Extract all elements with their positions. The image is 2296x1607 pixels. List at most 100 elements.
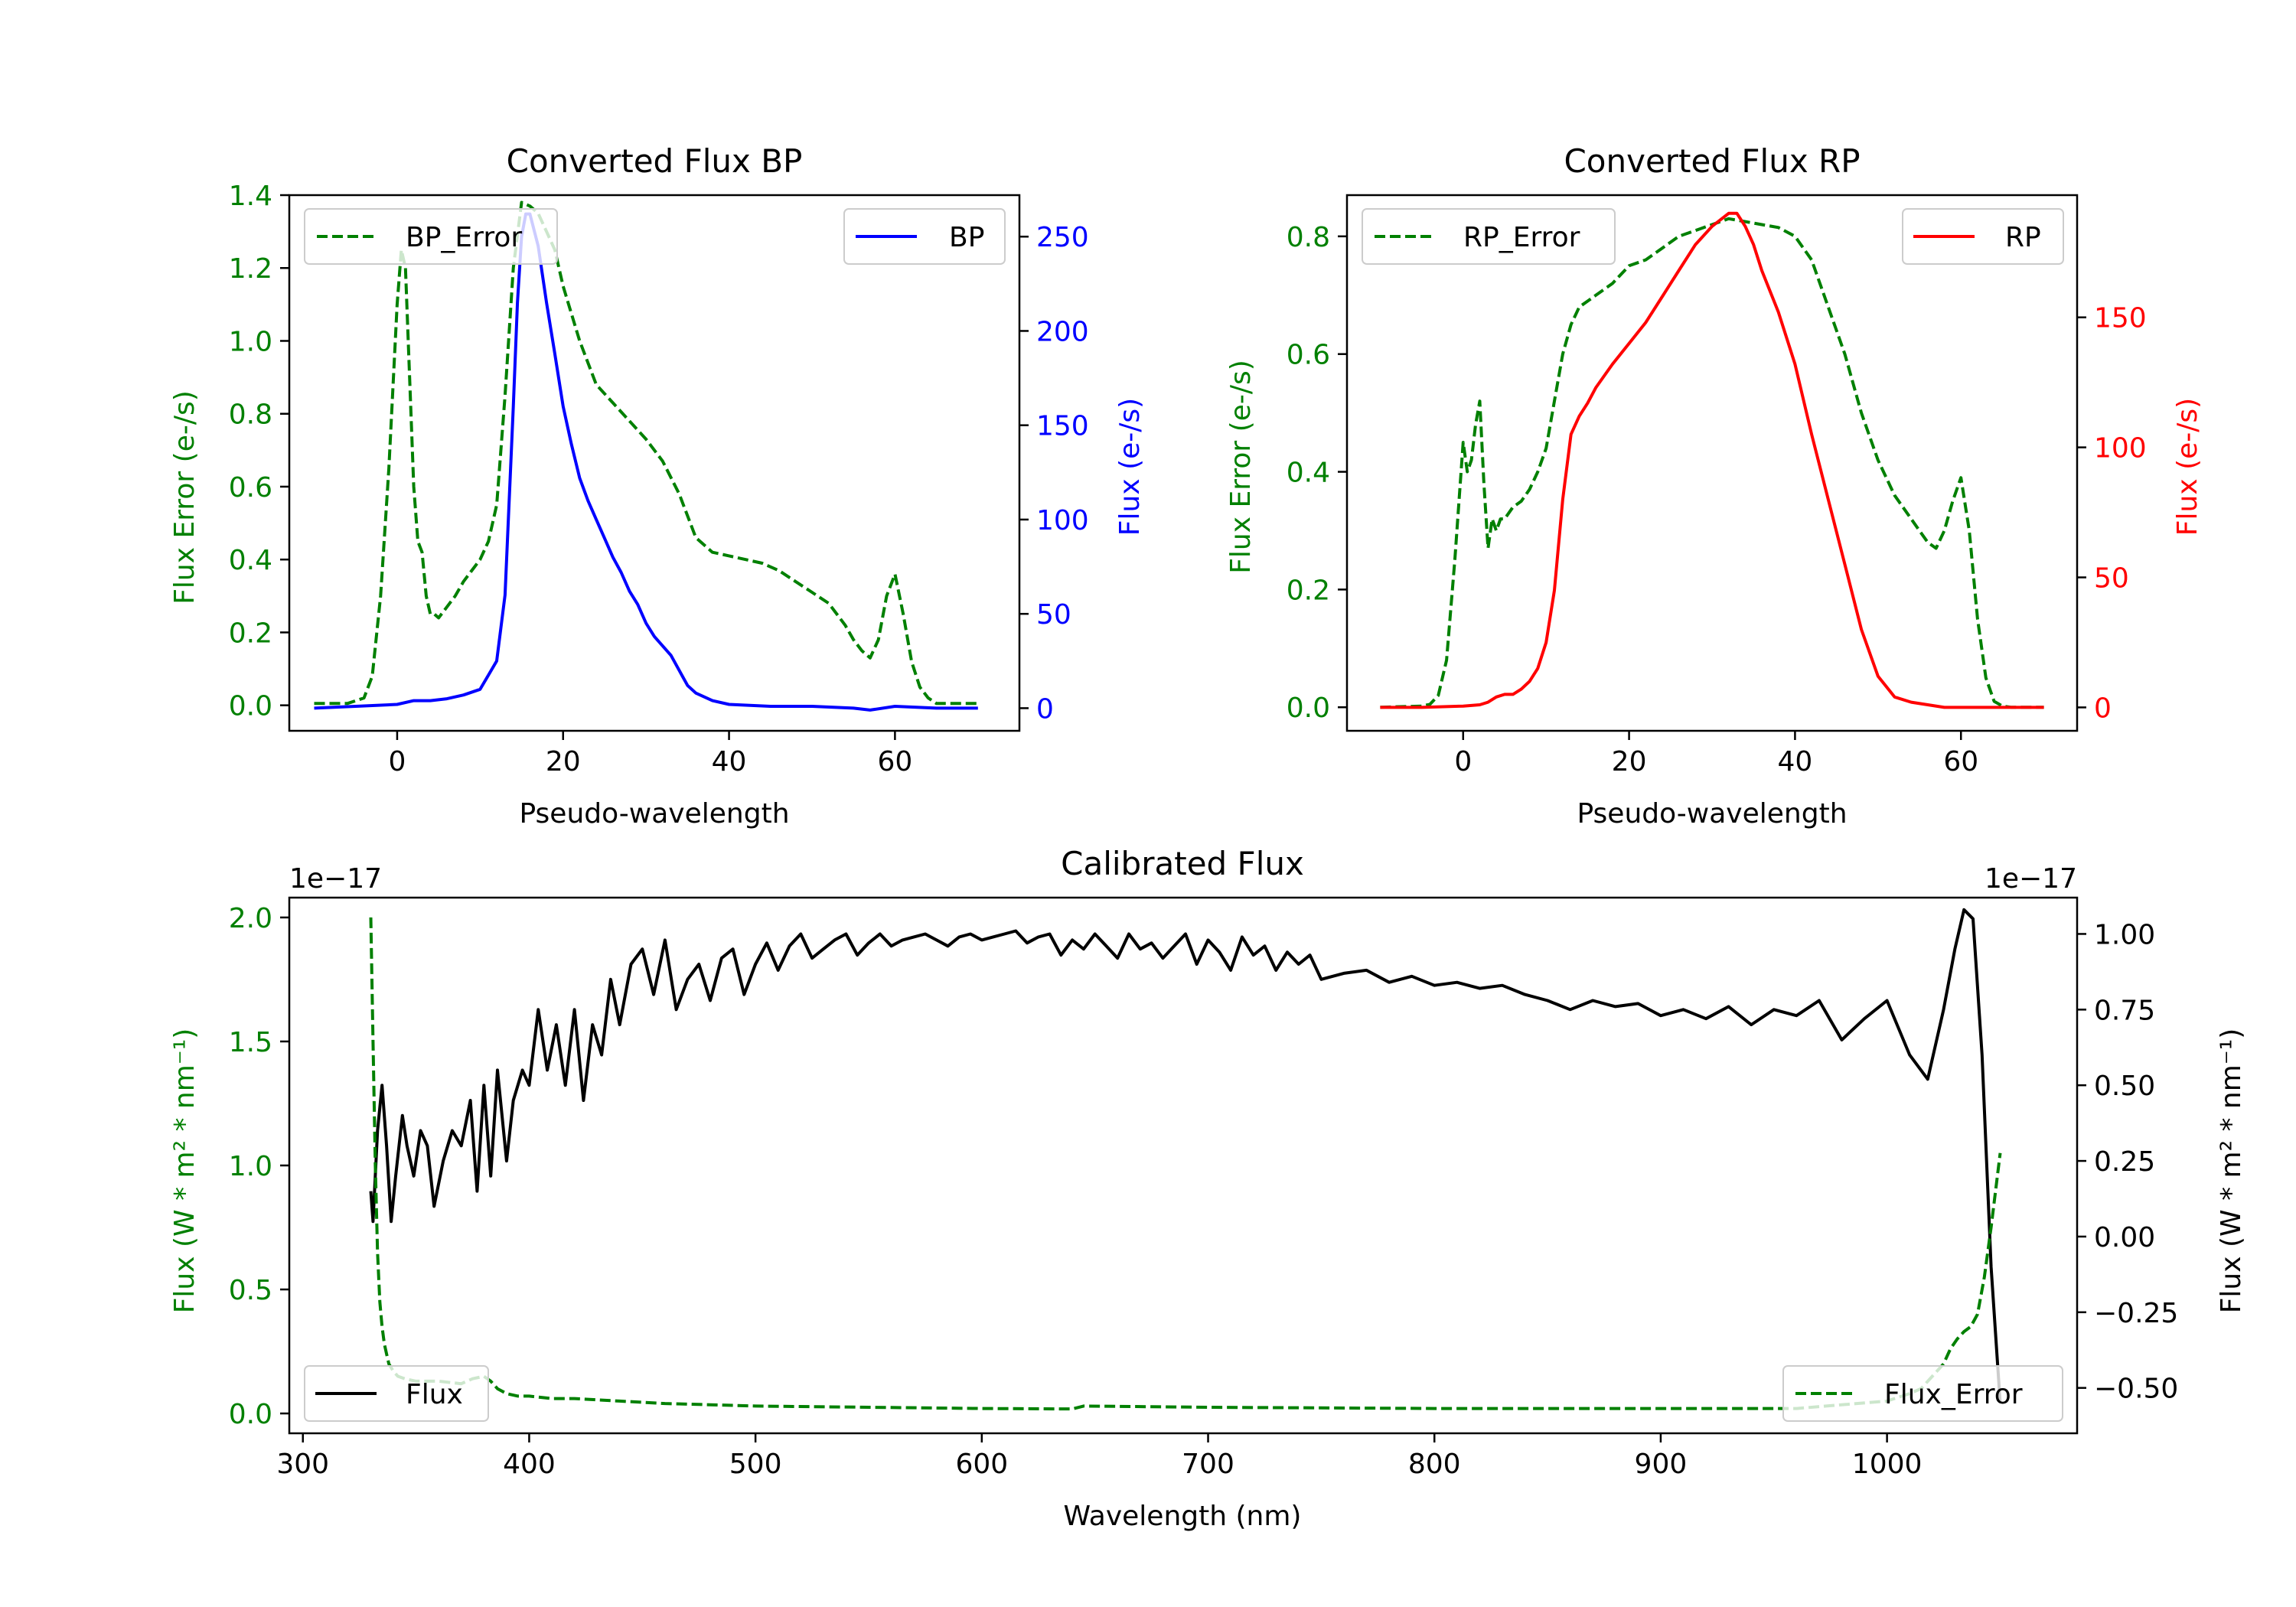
calibrated-left-offset-label: 1e−17 — [289, 863, 382, 895]
bp-bp-series-line — [314, 212, 978, 712]
bp-x-tick-label: 60 — [877, 746, 912, 777]
bp-left-y-tick-label: 1.4 — [229, 181, 272, 212]
bp-error-legend: BP_Error — [304, 208, 558, 265]
flux-legend: Flux — [304, 1365, 489, 1422]
bp-error-legend-label: BP_Error — [406, 222, 522, 253]
calibrated-right-y-tick-label: 0.75 — [2094, 995, 2155, 1026]
bp-left-y-ticks: 0.0 0.2 0.4 0.6 0.8 1.0 1.2 1.4 — [229, 181, 289, 722]
bp-left-y-axis-label: Flux Error (e-/s) — [169, 390, 201, 605]
calibrated-right-y-tick-label: 0.25 — [2094, 1146, 2155, 1178]
flux-legend-box — [304, 1365, 489, 1422]
rp-plot-frame — [1345, 194, 2079, 732]
calibrated-x-ticks: 300 400 500 600 700 800 900 1000 — [276, 1433, 1922, 1480]
rp-x-tick-label: 40 — [1778, 746, 1813, 777]
rp-left-y-tick-label: 0.8 — [1287, 222, 1330, 253]
rp-legend-label: RP — [2005, 222, 2041, 253]
calibrated-left-y-tick-label: 0.5 — [229, 1275, 272, 1306]
calibrated-x-tick-label: 500 — [729, 1449, 782, 1480]
bp-right-y-tick-label: 100 — [1036, 505, 1089, 536]
calibrated-x-axis-label: Wavelength (nm) — [1064, 1501, 1302, 1532]
bp-right-y-tick-label: 150 — [1036, 411, 1089, 442]
calibrated-left-y-tick-label: 0.0 — [229, 1399, 272, 1430]
calibrated-x-tick-label: 1000 — [1852, 1449, 1923, 1480]
calibrated-plot-frame — [288, 896, 2079, 1435]
rp-right-y-axis-label: Flux (e-/s) — [2172, 398, 2203, 536]
calibrated-x-tick-label: 700 — [1182, 1449, 1234, 1480]
bp-legend-box — [843, 208, 1006, 265]
rp-right-y-tick-label: 100 — [2094, 433, 2147, 464]
bp-bp-error-series-line — [314, 200, 978, 706]
bp-right-y-tick-label: 200 — [1036, 316, 1089, 347]
calibrated-right-y-tick-label: 1.00 — [2094, 919, 2155, 950]
rp-right-y-ticks: 0 50 100 150 — [2077, 303, 2147, 724]
calibrated-x-tick-label: 600 — [955, 1449, 1008, 1480]
calibrated-left-y-ticks: 0.0 0.5 1.0 1.5 2.0 — [229, 903, 289, 1430]
rp-error-legend: RP_Error — [1362, 208, 1616, 265]
bp-right-y-tick-label: 0 — [1036, 693, 1054, 725]
bp-right-y-tick-label: 50 — [1036, 599, 1071, 631]
rp-x-tick-label: 0 — [1454, 746, 1472, 777]
rp-x-tick-label: 20 — [1612, 746, 1647, 777]
rp-right-y-tick-label: 150 — [2094, 303, 2147, 334]
rp-right-y-tick-label: 50 — [2094, 563, 2129, 595]
bp-right-y-axis-label: Flux (e-/s) — [1114, 398, 1146, 536]
rp-x-axis-label: Pseudo-wavelength — [1577, 798, 1847, 830]
rp-left-y-tick-label: 0.2 — [1287, 575, 1330, 606]
calibrated-x-tick-label: 400 — [503, 1449, 556, 1480]
rp-legend-box — [1902, 208, 2064, 265]
bp-title: Converted Flux BP — [507, 142, 803, 180]
rp-left-y-tick-label: 0.0 — [1287, 693, 1330, 724]
bp-plot-frame — [288, 194, 1021, 732]
flux-legend-label: Flux — [406, 1379, 463, 1410]
calibrated-right-y-tick-label: −0.25 — [2094, 1298, 2178, 1329]
bp-legend: BP — [843, 208, 1006, 265]
rp-panel: Converted Flux RP Pseudo-wavelength Flux… — [1225, 142, 2203, 830]
calibrated-right-y-ticks: −0.50 −0.25 0.00 0.25 0.50 0.75 1.00 — [2077, 919, 2178, 1405]
calibrated-x-tick-label: 800 — [1408, 1449, 1461, 1480]
flux-error-legend-label: Flux_Error — [1884, 1379, 2023, 1410]
rp-error-legend-box — [1362, 208, 1616, 265]
bp-left-y-tick-label: 0.6 — [229, 472, 272, 504]
rp-legend: RP — [1902, 208, 2064, 265]
rp-left-y-tick-label: 0.6 — [1287, 340, 1330, 371]
rp-title: Converted Flux RP — [1564, 142, 1860, 180]
calibrated-left-y-tick-label: 1.5 — [229, 1027, 272, 1058]
bp-legend-label: BP — [949, 222, 984, 253]
bp-left-y-tick-label: 0.4 — [229, 545, 272, 576]
calibrated-flux-series-line — [369, 908, 2002, 1403]
calibrated-left-y-tick-label: 2.0 — [229, 903, 272, 934]
flux-error-legend: Flux_Error — [1782, 1365, 2063, 1422]
calibrated-left-y-axis-label: Flux (W * m² * nm⁻¹) — [169, 1028, 201, 1314]
rp-rp-error-series-line — [1380, 217, 2044, 709]
bp-right-y-ticks: 0 50 100 150 200 250 — [1019, 222, 1089, 725]
calibrated-x-tick-label: 900 — [1635, 1449, 1688, 1480]
rp-x-tick-label: 60 — [1943, 746, 1978, 777]
calibrated-x-tick-label: 300 — [276, 1449, 329, 1480]
bp-left-y-tick-label: 1.0 — [229, 326, 272, 357]
calibrated-title: Calibrated Flux — [1061, 845, 1304, 882]
bp-series-layer — [314, 200, 978, 712]
rp-left-y-tick-label: 0.4 — [1287, 458, 1330, 489]
bp-x-ticks: 0 20 40 60 — [388, 731, 912, 777]
calibrated-right-y-axis-label: Flux (W * m² * nm⁻¹) — [2216, 1028, 2247, 1314]
bp-x-tick-label: 40 — [712, 746, 747, 777]
flux-error-legend-box — [1782, 1365, 2063, 1422]
calibrated-right-y-tick-label: 0.50 — [2094, 1071, 2155, 1102]
bp-error-legend-box — [304, 208, 558, 265]
bp-x-tick-label: 20 — [546, 746, 581, 777]
rp-left-y-axis-label: Flux Error (e-/s) — [1225, 360, 1257, 574]
rp-right-y-tick-label: 0 — [2094, 693, 2112, 724]
rp-series-layer — [1380, 211, 2044, 709]
calibrated-left-y-tick-label: 1.0 — [229, 1151, 272, 1182]
rp-rp-series-line — [1380, 211, 2044, 709]
bp-panel: Converted Flux BP Pseudo-wavelength Flux… — [169, 142, 1146, 830]
calibrated-right-offset-label: 1e−17 — [1985, 863, 2077, 895]
rp-left-y-ticks: 0.0 0.2 0.4 0.6 0.8 — [1287, 222, 1347, 724]
bp-right-y-tick-label: 250 — [1036, 222, 1089, 253]
bp-x-tick-label: 0 — [388, 746, 406, 777]
bp-left-y-tick-label: 1.2 — [229, 253, 272, 285]
bp-left-y-tick-label: 0.8 — [229, 399, 272, 431]
rp-x-ticks: 0 20 40 60 — [1454, 731, 1978, 777]
calibrated-right-y-tick-label: −0.50 — [2094, 1374, 2178, 1405]
